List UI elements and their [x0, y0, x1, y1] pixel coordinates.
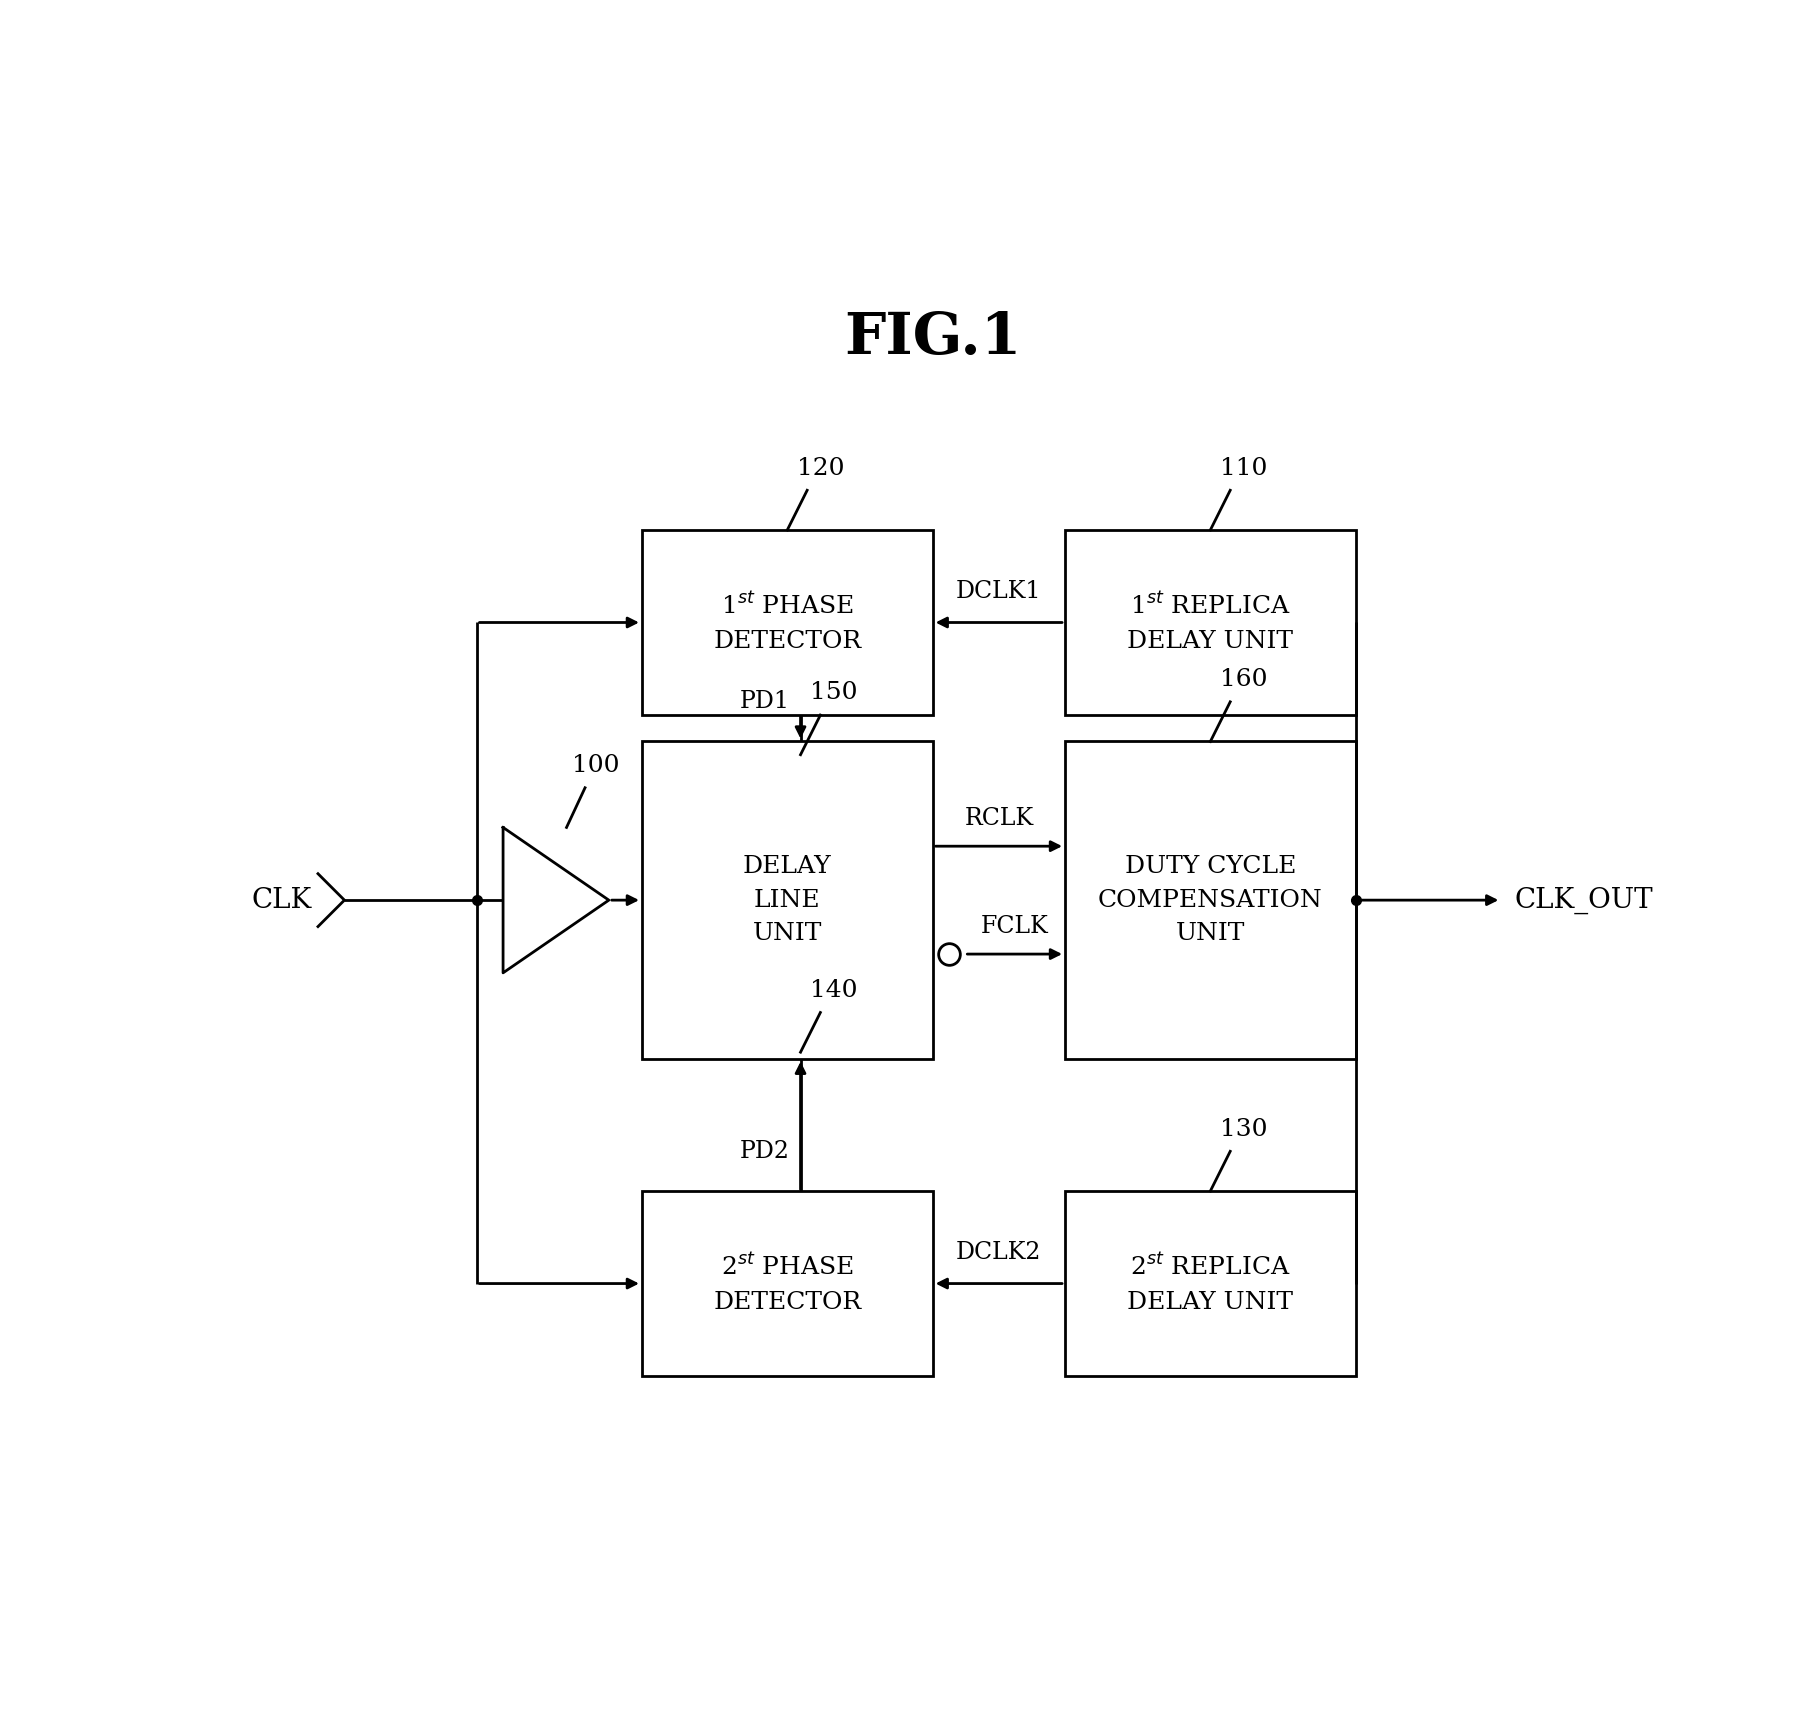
Text: DUTY CYCLE
COMPENSATION
UNIT: DUTY CYCLE COMPENSATION UNIT: [1097, 855, 1323, 946]
Text: CLK_OUT: CLK_OUT: [1514, 886, 1653, 913]
Text: 120: 120: [797, 457, 844, 479]
Text: PD1: PD1: [741, 690, 790, 713]
Bar: [1065, 742, 1356, 1059]
Text: 110: 110: [1219, 457, 1267, 479]
Text: 2$^{st}$ PHASE
DETECTOR: 2$^{st}$ PHASE DETECTOR: [713, 1253, 861, 1314]
Bar: [1065, 1192, 1356, 1375]
Text: CLK: CLK: [251, 886, 311, 913]
Text: 2$^{st}$ REPLICA
DELAY UNIT: 2$^{st}$ REPLICA DELAY UNIT: [1127, 1253, 1294, 1314]
Bar: [642, 1192, 934, 1375]
Text: RCLK: RCLK: [965, 807, 1034, 831]
Text: 1$^{st}$ PHASE
DETECTOR: 1$^{st}$ PHASE DETECTOR: [713, 592, 861, 652]
Text: 140: 140: [810, 979, 857, 1003]
Bar: [642, 742, 934, 1059]
Text: 1$^{st}$ REPLICA
DELAY UNIT: 1$^{st}$ REPLICA DELAY UNIT: [1127, 592, 1294, 652]
Text: PD2: PD2: [741, 1140, 790, 1162]
Text: FIG.1: FIG.1: [844, 311, 1021, 366]
Text: 150: 150: [810, 682, 857, 704]
Text: FCLK: FCLK: [981, 915, 1048, 937]
Bar: [1065, 531, 1356, 714]
Text: DCLK1: DCLK1: [956, 580, 1041, 603]
Text: DELAY
LINE
UNIT: DELAY LINE UNIT: [743, 855, 832, 946]
Text: DCLK2: DCLK2: [956, 1241, 1041, 1264]
Text: 160: 160: [1219, 668, 1267, 692]
Text: 100: 100: [571, 754, 619, 778]
Bar: [642, 531, 934, 714]
Text: 130: 130: [1219, 1118, 1267, 1140]
